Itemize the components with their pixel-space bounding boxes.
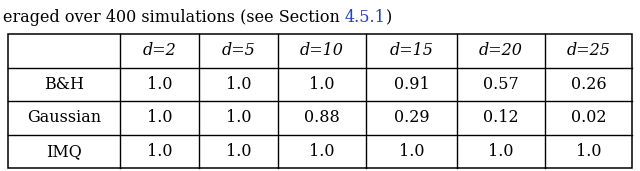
Text: 1.0: 1.0 <box>399 143 424 160</box>
Text: 1.0: 1.0 <box>575 143 601 160</box>
Text: 0.57: 0.57 <box>483 76 519 93</box>
Text: 1.0: 1.0 <box>309 76 335 93</box>
Text: 1.0: 1.0 <box>226 76 252 93</box>
Text: d=2: d=2 <box>143 42 177 59</box>
Text: 0.91: 0.91 <box>394 76 429 93</box>
Text: 0.02: 0.02 <box>571 109 606 126</box>
Text: d=5: d=5 <box>222 42 256 59</box>
Text: 4.5.1: 4.5.1 <box>345 9 386 26</box>
Text: d=20: d=20 <box>479 42 523 59</box>
Text: IMQ: IMQ <box>46 143 82 160</box>
Text: d=10: d=10 <box>300 42 344 59</box>
Text: d=15: d=15 <box>390 42 433 59</box>
Text: B&H: B&H <box>44 76 84 93</box>
Text: eraged over 400 simulations (see Section: eraged over 400 simulations (see Section <box>3 9 345 26</box>
Text: ): ) <box>386 9 392 26</box>
Text: 0.88: 0.88 <box>304 109 340 126</box>
Text: 0.12: 0.12 <box>483 109 519 126</box>
Text: Gaussian: Gaussian <box>27 109 101 126</box>
Text: 1.0: 1.0 <box>147 76 173 93</box>
Text: d=25: d=25 <box>566 42 611 59</box>
Text: 1.0: 1.0 <box>147 143 173 160</box>
Text: 0.26: 0.26 <box>570 76 606 93</box>
Text: 1.0: 1.0 <box>309 143 335 160</box>
Bar <box>8 34 632 168</box>
Text: 1.0: 1.0 <box>226 143 252 160</box>
Text: 1.0: 1.0 <box>226 109 252 126</box>
Text: 0.29: 0.29 <box>394 109 429 126</box>
Text: 1.0: 1.0 <box>147 109 173 126</box>
Text: 1.0: 1.0 <box>488 143 514 160</box>
